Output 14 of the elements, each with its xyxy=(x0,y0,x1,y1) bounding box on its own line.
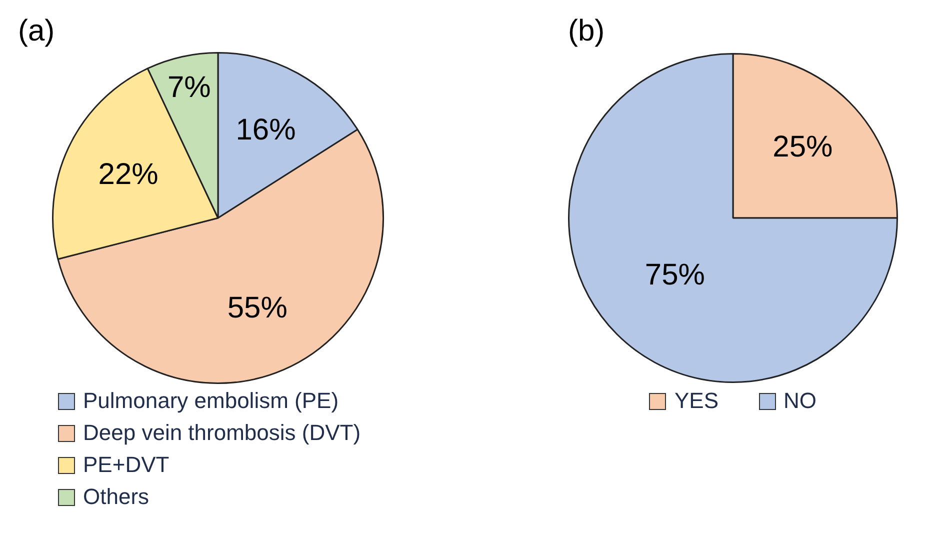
data-label: 16% xyxy=(236,113,296,146)
data-label: 25% xyxy=(772,130,833,164)
chart-title: (b) xyxy=(568,14,605,48)
legend-label: Pulmonary embolism (PE) xyxy=(83,388,339,414)
legend-label: Others xyxy=(83,484,150,510)
legend-label: PE+DVT xyxy=(83,452,170,478)
legend-label: Deep vein thrombosis (DVT) xyxy=(83,420,361,446)
chart-title: (a) xyxy=(18,14,55,48)
data-label: 75% xyxy=(644,258,705,292)
data-label: 22% xyxy=(98,158,158,192)
legend-label: YES xyxy=(674,388,719,414)
data-label: 7% xyxy=(167,71,211,104)
data-label: 55% xyxy=(227,291,288,324)
legend-label: NO xyxy=(784,388,817,414)
